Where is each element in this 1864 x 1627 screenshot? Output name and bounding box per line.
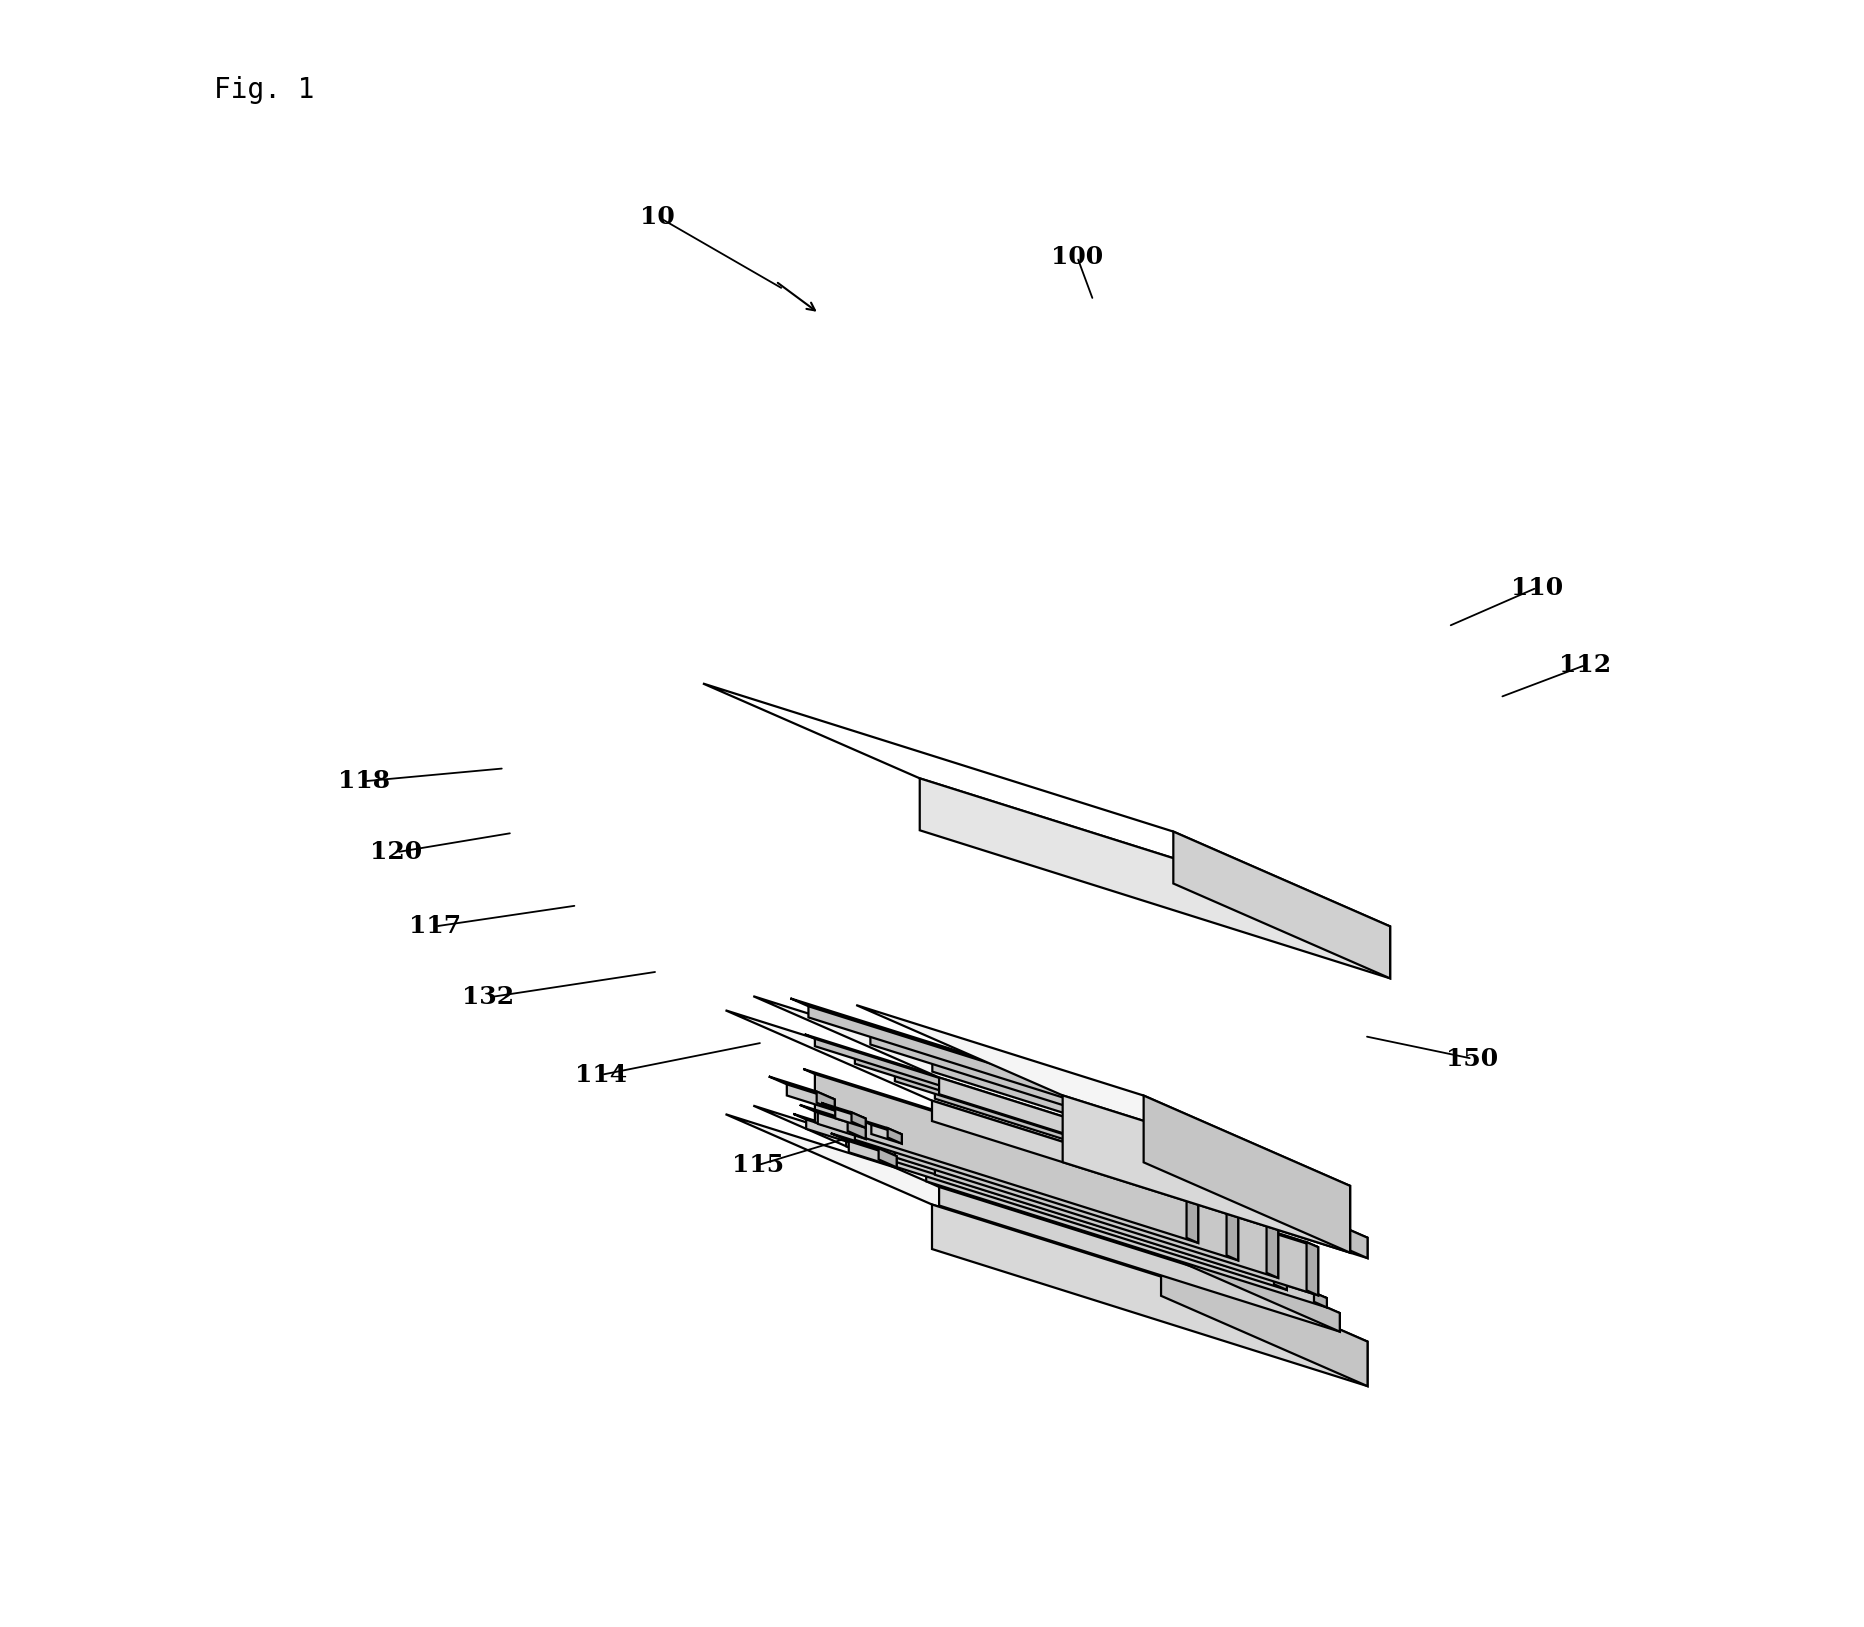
Polygon shape bbox=[753, 996, 1340, 1204]
Polygon shape bbox=[1154, 1232, 1340, 1331]
Polygon shape bbox=[923, 1121, 1318, 1248]
Polygon shape bbox=[872, 1149, 1286, 1280]
Polygon shape bbox=[925, 1087, 1318, 1212]
Polygon shape bbox=[870, 1124, 902, 1144]
Polygon shape bbox=[1187, 1155, 1199, 1167]
Polygon shape bbox=[1172, 831, 1391, 978]
Polygon shape bbox=[926, 1171, 1327, 1308]
Text: 110: 110 bbox=[1512, 576, 1564, 600]
Polygon shape bbox=[856, 1056, 1238, 1184]
Polygon shape bbox=[703, 683, 1391, 926]
Polygon shape bbox=[857, 1118, 902, 1134]
Polygon shape bbox=[815, 1038, 1199, 1167]
Polygon shape bbox=[1266, 1225, 1279, 1277]
Polygon shape bbox=[1144, 1095, 1350, 1253]
Polygon shape bbox=[939, 1188, 1340, 1331]
Polygon shape bbox=[1307, 1241, 1318, 1295]
Polygon shape bbox=[844, 1051, 1238, 1176]
Polygon shape bbox=[885, 1069, 1279, 1194]
Polygon shape bbox=[852, 1113, 865, 1128]
Text: 150: 150 bbox=[1446, 1046, 1499, 1071]
Polygon shape bbox=[833, 1131, 1247, 1263]
Polygon shape bbox=[818, 1113, 865, 1139]
Polygon shape bbox=[913, 1167, 1327, 1298]
Polygon shape bbox=[803, 1069, 1199, 1194]
Polygon shape bbox=[887, 1128, 902, 1144]
Polygon shape bbox=[848, 1141, 897, 1167]
Polygon shape bbox=[800, 1105, 865, 1128]
Text: 114: 114 bbox=[576, 1062, 628, 1087]
Polygon shape bbox=[816, 1092, 835, 1111]
Polygon shape bbox=[725, 1114, 1368, 1342]
Text: 118: 118 bbox=[337, 770, 390, 794]
Polygon shape bbox=[932, 1061, 1316, 1193]
Polygon shape bbox=[885, 1155, 1286, 1290]
Polygon shape bbox=[1187, 1189, 1199, 1243]
Polygon shape bbox=[936, 1126, 1318, 1295]
Polygon shape bbox=[852, 1025, 1254, 1154]
Polygon shape bbox=[1161, 1147, 1368, 1258]
Polygon shape bbox=[846, 1137, 1247, 1272]
Polygon shape bbox=[805, 1035, 1199, 1160]
Polygon shape bbox=[1154, 1123, 1340, 1220]
Polygon shape bbox=[1309, 1207, 1318, 1219]
Polygon shape bbox=[884, 1105, 1279, 1230]
Text: Fig. 1: Fig. 1 bbox=[214, 76, 315, 104]
Polygon shape bbox=[768, 1077, 835, 1100]
Polygon shape bbox=[932, 1100, 1368, 1258]
Polygon shape bbox=[932, 1204, 1368, 1386]
Polygon shape bbox=[1273, 1276, 1286, 1290]
Polygon shape bbox=[787, 1084, 835, 1111]
Polygon shape bbox=[856, 1005, 1350, 1186]
Text: 112: 112 bbox=[1560, 652, 1610, 677]
Polygon shape bbox=[1195, 1240, 1206, 1254]
Text: 115: 115 bbox=[733, 1154, 785, 1178]
Polygon shape bbox=[870, 1033, 1254, 1165]
Polygon shape bbox=[1314, 1292, 1327, 1308]
Polygon shape bbox=[1161, 1251, 1368, 1386]
Polygon shape bbox=[856, 1092, 1238, 1261]
Polygon shape bbox=[939, 1077, 1340, 1220]
Polygon shape bbox=[820, 1103, 865, 1118]
Polygon shape bbox=[895, 1074, 1279, 1202]
Polygon shape bbox=[913, 1053, 1316, 1181]
Polygon shape bbox=[843, 1087, 1238, 1212]
Text: 100: 100 bbox=[1051, 246, 1103, 268]
Polygon shape bbox=[753, 1106, 1340, 1313]
Polygon shape bbox=[805, 1119, 1206, 1254]
Polygon shape bbox=[1062, 1095, 1350, 1253]
Polygon shape bbox=[831, 1134, 897, 1157]
Polygon shape bbox=[809, 1005, 1191, 1137]
Polygon shape bbox=[1236, 1145, 1254, 1165]
Polygon shape bbox=[1297, 1173, 1316, 1193]
Polygon shape bbox=[1268, 1189, 1279, 1202]
Text: 132: 132 bbox=[462, 986, 514, 1009]
Polygon shape bbox=[725, 1010, 1368, 1238]
Polygon shape bbox=[848, 1119, 865, 1139]
Polygon shape bbox=[895, 1110, 1279, 1277]
Polygon shape bbox=[1228, 1173, 1238, 1184]
Polygon shape bbox=[794, 1114, 1206, 1246]
Polygon shape bbox=[1227, 1207, 1238, 1261]
Polygon shape bbox=[790, 999, 1191, 1128]
Polygon shape bbox=[1234, 1258, 1247, 1272]
Polygon shape bbox=[835, 1110, 865, 1128]
Text: 10: 10 bbox=[641, 205, 675, 229]
Polygon shape bbox=[936, 1092, 1318, 1219]
Text: 117: 117 bbox=[408, 914, 460, 939]
Polygon shape bbox=[815, 1074, 1199, 1243]
Polygon shape bbox=[878, 1149, 897, 1167]
Text: 120: 120 bbox=[371, 840, 423, 864]
Polygon shape bbox=[919, 778, 1391, 978]
Polygon shape bbox=[1174, 1119, 1191, 1137]
